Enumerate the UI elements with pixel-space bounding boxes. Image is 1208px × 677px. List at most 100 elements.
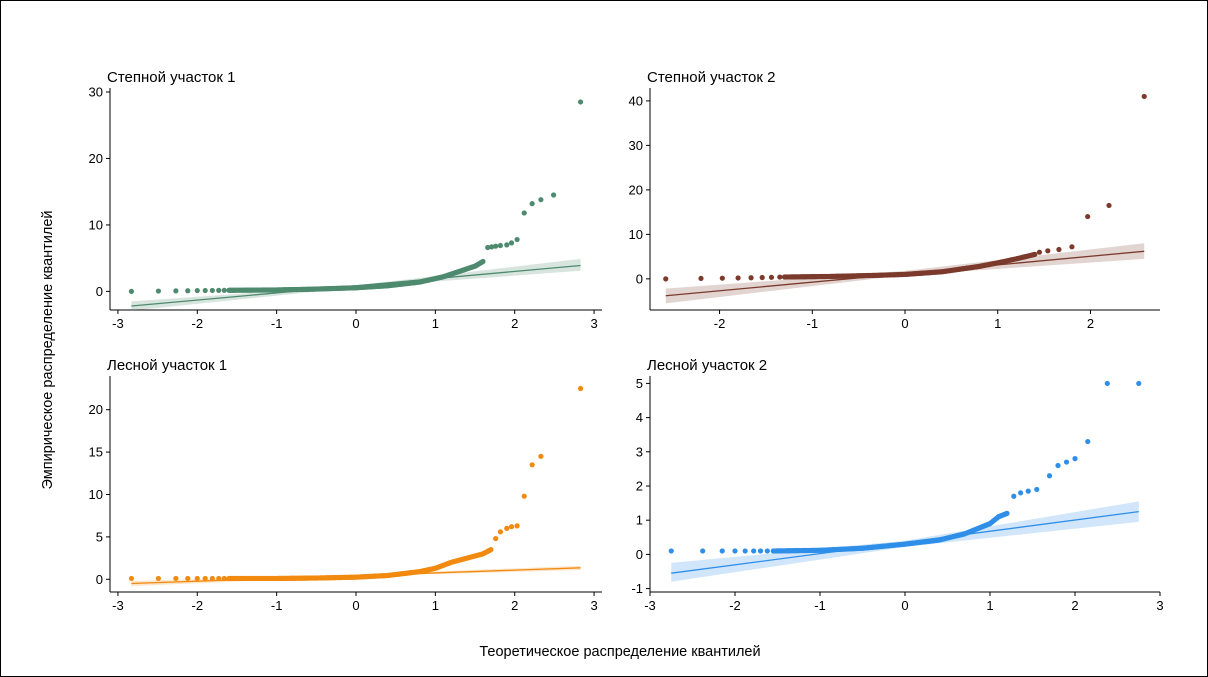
data-point bbox=[194, 287, 200, 294]
data-point bbox=[202, 575, 208, 582]
data-point bbox=[1055, 462, 1061, 469]
x-tick-label: -3 bbox=[112, 598, 124, 613]
data-point bbox=[577, 385, 584, 392]
x-tick-label: -2 bbox=[714, 316, 726, 331]
data-point bbox=[735, 275, 741, 281]
data-point bbox=[1004, 510, 1010, 516]
data-point bbox=[1069, 244, 1075, 250]
data-point bbox=[521, 493, 527, 499]
data-point bbox=[504, 525, 510, 532]
y-tick-label: 15 bbox=[89, 445, 103, 460]
data-point bbox=[488, 547, 494, 553]
data-point bbox=[1072, 456, 1078, 462]
data-point bbox=[550, 192, 557, 198]
x-tick-label: -3 bbox=[112, 316, 124, 331]
x-tick-label: 1 bbox=[432, 598, 439, 613]
x-tick-label: -1 bbox=[814, 598, 826, 613]
data-point bbox=[1085, 438, 1091, 445]
x-tick-label: 1 bbox=[432, 316, 439, 331]
data-point bbox=[732, 548, 738, 554]
y-tick-label: 30 bbox=[629, 138, 643, 153]
data-point bbox=[485, 244, 491, 251]
y-tick-label: 10 bbox=[89, 217, 103, 232]
x-tick-label: 1 bbox=[994, 316, 1001, 331]
panel-title: Степной участок 1 bbox=[107, 69, 235, 86]
data-point bbox=[698, 275, 704, 282]
data-point bbox=[497, 529, 504, 535]
y-tick-label: 3 bbox=[636, 444, 643, 459]
figure-y-axis-title: Эмпирическое распределение квантилей bbox=[40, 210, 56, 489]
y-tick-label: 10 bbox=[89, 487, 103, 502]
data-point bbox=[521, 210, 527, 216]
data-point bbox=[514, 236, 520, 243]
panel-4: Лесной участок 2 -3 -2 -1 0 1 2 3 -1 0 1 2 3 4 5 bbox=[631, 357, 1163, 613]
data-point bbox=[768, 274, 775, 280]
data-point bbox=[577, 99, 584, 105]
x-tick-label: 2 bbox=[511, 316, 518, 331]
data-point bbox=[497, 242, 504, 249]
data-point bbox=[700, 548, 706, 554]
y-tick-label: 30 bbox=[89, 85, 103, 100]
data-point bbox=[751, 548, 757, 554]
data-point bbox=[742, 548, 748, 554]
data-point bbox=[529, 201, 535, 207]
x-tick-label: 3 bbox=[590, 316, 597, 331]
x-tick-label: 2 bbox=[1087, 316, 1094, 331]
data-point bbox=[480, 258, 486, 265]
x-tick-label: -1 bbox=[271, 316, 283, 331]
data-point bbox=[529, 462, 535, 468]
data-point bbox=[1085, 213, 1091, 220]
data-point bbox=[719, 275, 725, 281]
data-point bbox=[777, 274, 783, 280]
data-point bbox=[504, 242, 510, 248]
data-point bbox=[1032, 251, 1038, 257]
data-point bbox=[1034, 486, 1040, 493]
data-point bbox=[128, 575, 135, 582]
data-point bbox=[748, 275, 754, 281]
y-tick-label: 5 bbox=[636, 376, 643, 391]
data-point bbox=[1011, 493, 1017, 499]
data-point bbox=[538, 197, 544, 203]
data-point bbox=[1046, 473, 1053, 479]
data-point bbox=[1136, 380, 1142, 387]
data-point bbox=[719, 548, 725, 554]
x-tick-label: -3 bbox=[644, 598, 656, 613]
data-point bbox=[1025, 488, 1031, 494]
panel-title: Лесной участок 2 bbox=[647, 357, 767, 374]
data-point bbox=[757, 548, 764, 554]
data-point bbox=[185, 575, 191, 582]
data-point bbox=[493, 535, 499, 542]
panel-title: Степной участок 2 bbox=[647, 69, 775, 86]
x-tick-label: 1 bbox=[986, 598, 993, 613]
y-tick-label: 2 bbox=[636, 479, 643, 494]
y-tick-label: 20 bbox=[89, 151, 103, 166]
y-tick-label: 40 bbox=[629, 93, 643, 108]
x-tick-label: -1 bbox=[271, 598, 283, 613]
x-tick-label: 0 bbox=[352, 316, 359, 331]
data-point bbox=[216, 287, 222, 293]
data-point bbox=[1106, 202, 1112, 209]
x-tick-label: 2 bbox=[1071, 598, 1078, 613]
figure-x-axis-title: Теоретическое распределение квантилей bbox=[479, 644, 760, 660]
data-point bbox=[538, 453, 544, 459]
x-tick-label: -2 bbox=[192, 316, 204, 331]
data-point bbox=[489, 244, 495, 250]
data-point bbox=[668, 548, 674, 554]
data-point bbox=[173, 288, 179, 294]
data-point bbox=[194, 575, 200, 582]
x-tick-label: 3 bbox=[1156, 598, 1163, 613]
data-point bbox=[1141, 93, 1147, 100]
y-tick-label: 0 bbox=[636, 547, 643, 562]
data-point bbox=[216, 575, 222, 582]
data-point bbox=[173, 575, 179, 582]
y-tick-label: 0 bbox=[96, 284, 103, 299]
data-point bbox=[155, 288, 162, 294]
y-tick-label: 20 bbox=[629, 182, 643, 197]
y-tick-label: 5 bbox=[96, 529, 103, 544]
panel-3: Лесной участок 1 -3 -2 -1 0 1 2 3 0 5 10 15 20 bbox=[89, 357, 602, 613]
y-tick-label: 20 bbox=[89, 402, 103, 417]
data-point bbox=[128, 288, 135, 294]
